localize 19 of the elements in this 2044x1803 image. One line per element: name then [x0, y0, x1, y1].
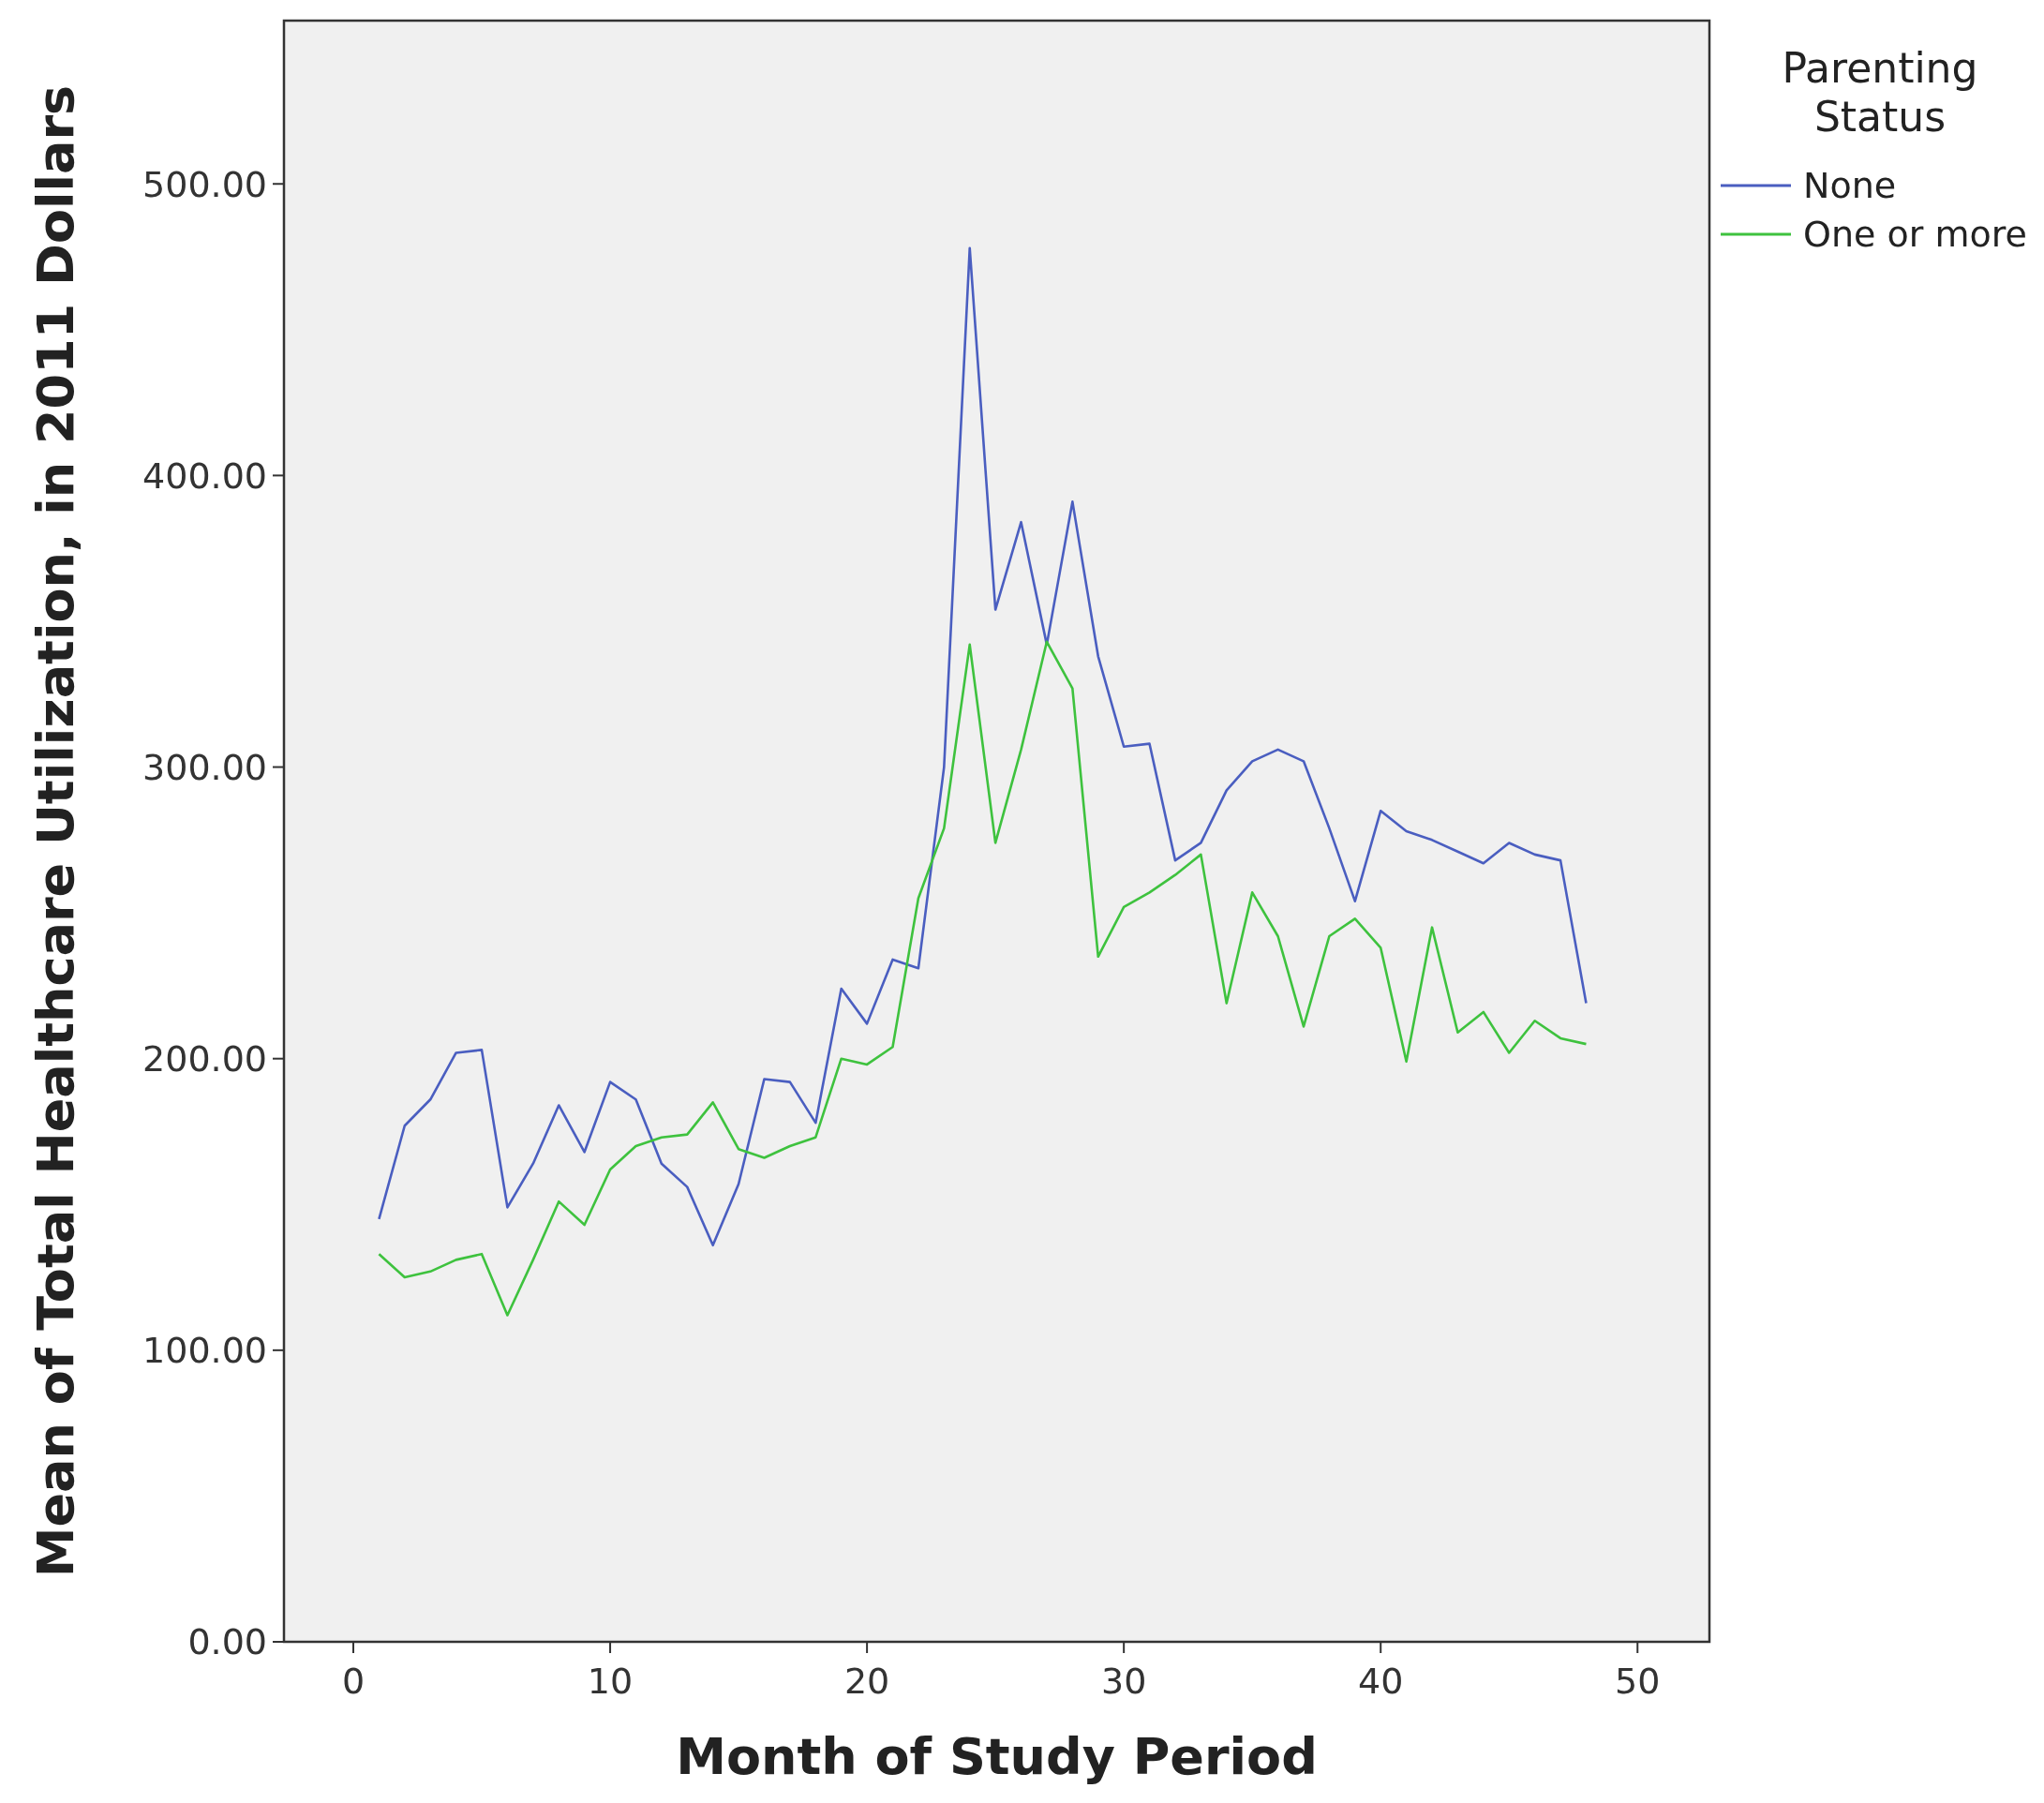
- y-tick-label: 0.00: [187, 1621, 267, 1663]
- x-tick-label: 30: [1100, 1661, 1147, 1702]
- x-tick-label: 20: [843, 1661, 890, 1702]
- y-tick-label: 100.00: [142, 1330, 267, 1372]
- y-tick-label: 200.00: [142, 1038, 267, 1080]
- line-series: [378, 246, 1588, 1247]
- x-tick-label: 10: [587, 1661, 634, 1702]
- x-tick-label: 50: [1615, 1661, 1661, 1702]
- legend-label: One or more: [1803, 214, 2027, 256]
- x-tick-label: 0: [341, 1661, 366, 1702]
- legend-label: None: [1803, 165, 1897, 207]
- x-tick-label: 40: [1358, 1661, 1404, 1702]
- legend-title: Parenting Status: [1782, 44, 1978, 141]
- x-axis-title: Month of Study Period: [676, 1727, 1318, 1786]
- y-tick-label: 400.00: [142, 454, 267, 497]
- y-tick-label: 500.00: [142, 163, 267, 205]
- y-axis-title: Mean of Total Healthcare Utilization, in 2011 Dollars: [26, 84, 85, 1578]
- line-series: [378, 640, 1588, 1317]
- y-tick-label: 300.00: [142, 746, 267, 788]
